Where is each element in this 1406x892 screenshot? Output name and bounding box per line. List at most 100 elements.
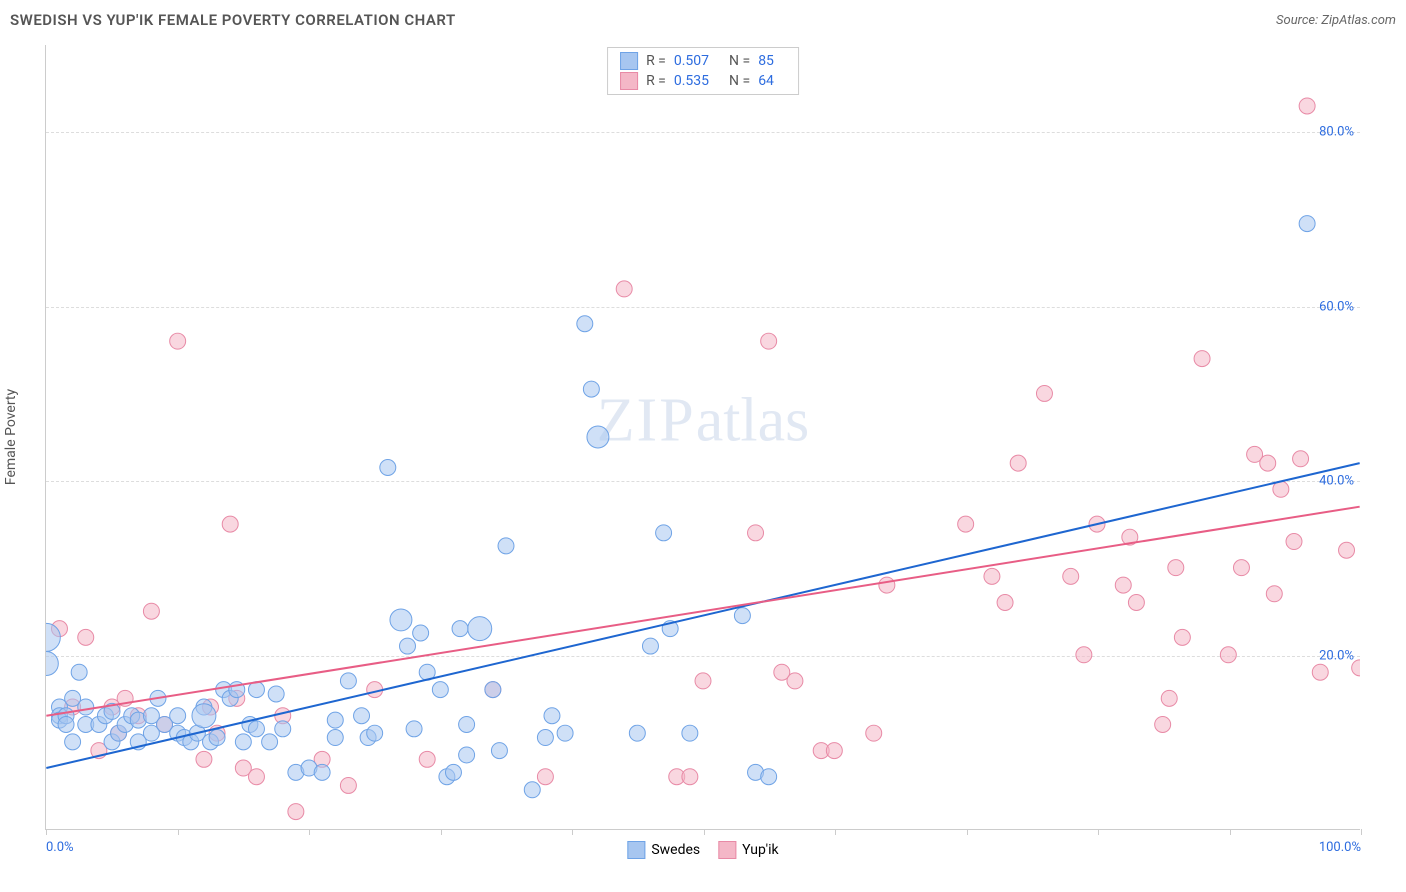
legend-series-item: Yup'ik [718,841,778,859]
data-point [629,725,645,741]
data-point [537,730,553,746]
data-point [183,734,199,750]
data-point [662,621,678,637]
data-point [669,769,685,785]
data-point [380,459,396,475]
data-point [143,725,159,741]
data-point [71,664,87,680]
data-point [104,703,120,719]
data-point [229,690,245,706]
data-point [150,690,166,706]
legend-series: Swedes Yup'ik [627,841,778,859]
trend-line [46,507,1359,716]
data-point [413,625,429,641]
swatch-yupik-icon [718,841,736,859]
data-point [78,699,94,715]
data-point [656,525,672,541]
data-point [124,708,140,724]
data-point [958,516,974,532]
data-point [748,764,764,780]
data-point [468,617,492,641]
data-point [51,708,67,724]
data-point [189,725,205,741]
data-point [400,638,416,654]
data-point [242,716,258,732]
data-point [104,734,120,750]
data-point [879,577,895,593]
data-point [58,708,74,724]
data-point [235,734,251,750]
data-point [1247,446,1263,462]
data-point [248,682,264,698]
data-point [682,725,698,741]
data-point [65,699,81,715]
data-point [340,777,356,793]
chart-source: Source: ZipAtlas.com [1276,13,1396,28]
data-point [787,673,803,689]
data-point [459,716,475,732]
data-point [192,704,216,728]
data-point [587,426,609,448]
y-axis-label: Female Poverty [3,389,19,485]
data-point [491,743,507,759]
data-point [196,751,212,767]
data-point [104,699,120,715]
data-point [360,730,376,746]
data-point [390,609,412,631]
legend-series-item: Swedes [627,841,700,859]
data-point [65,734,81,750]
x-tick [309,829,310,835]
data-point [1122,529,1138,545]
data-point [111,725,127,741]
data-point [203,734,219,750]
data-point [58,716,74,732]
data-point [170,333,186,349]
data-point [327,712,343,728]
data-point [1089,516,1105,532]
data-point [367,682,383,698]
x-tick [704,829,705,835]
chart-header: SWEDISH VS YUP'IK FEMALE POVERTY CORRELA… [0,0,1406,40]
chart-title: SWEDISH VS YUP'IK FEMALE POVERTY CORRELA… [10,11,456,29]
data-point [761,769,777,785]
swatch-yupik-icon [620,72,638,90]
data-point [1128,595,1144,611]
data-point [51,712,67,728]
gridline [46,656,1360,657]
data-point [1266,586,1282,602]
x-tick [967,829,968,835]
data-point [813,743,829,759]
data-point [117,690,133,706]
data-point [117,716,133,732]
legend-label: Yup'ik [742,842,778,858]
data-point [459,747,475,763]
data-point [327,730,343,746]
data-point [314,764,330,780]
data-point [209,725,225,741]
data-point [275,708,291,724]
data-point [288,764,304,780]
data-point [452,621,468,637]
gridline [46,481,1360,482]
data-point [1286,534,1302,550]
data-point [498,538,514,554]
data-point [557,725,573,741]
data-point [1293,451,1309,467]
data-point [130,734,146,750]
data-point [485,682,501,698]
data-point [1339,542,1355,558]
data-point [439,769,455,785]
data-point [268,686,284,702]
data-point [432,682,448,698]
data-point [78,629,94,645]
data-point [46,623,60,651]
data-point [984,568,1000,584]
data-point [1273,481,1289,497]
data-point [262,734,278,750]
gridline [46,132,1360,133]
data-point [1168,560,1184,576]
data-point [130,712,146,728]
data-point [1299,216,1315,232]
data-point [1161,690,1177,706]
data-point [65,690,81,706]
